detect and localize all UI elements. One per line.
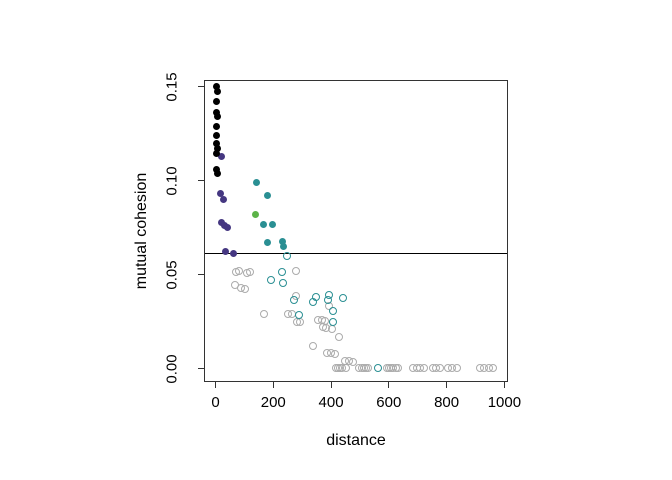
data-point-teal-filled: [263, 239, 271, 247]
data-point-gray-open: [331, 349, 340, 358]
data-point-gray-open: [292, 267, 301, 276]
data-point-purple-filled: [217, 152, 225, 160]
data-point-black-filled: [213, 109, 221, 117]
y-tick-mark: [198, 274, 204, 275]
data-point-black-filled: [213, 113, 221, 121]
data-point-teal-open: [325, 290, 334, 299]
plot-area-frame: [204, 80, 508, 382]
data-point-purple-filled: [219, 195, 227, 203]
x-tick-label: 200: [260, 394, 286, 411]
data-point-teal-open: [279, 278, 288, 287]
data-point-green-filled: [252, 211, 260, 219]
y-axis-label: mutual cohesion: [133, 172, 150, 290]
x-tick-mark: [215, 382, 216, 388]
y-tick-label: 0.05: [163, 259, 181, 290]
data-point-teal-filled: [269, 220, 277, 228]
data-point-gray-open: [328, 325, 337, 334]
data-point-black-filled: [213, 88, 221, 96]
x-tick-label: 400: [318, 394, 344, 411]
data-point-purple-filled: [222, 248, 230, 256]
data-point-teal-open: [328, 317, 337, 326]
data-point-teal-open: [312, 293, 321, 302]
y-tick-mark: [198, 368, 204, 369]
x-tick-mark: [503, 382, 505, 388]
data-point-gray-open: [259, 309, 268, 318]
data-point-purple-filled: [229, 249, 237, 257]
y-tick-mark: [198, 180, 204, 181]
data-point-teal-open: [277, 267, 286, 276]
data-point-black-filled: [213, 165, 221, 173]
data-point-teal-filled: [253, 178, 261, 186]
x-tick-label: 1000: [487, 394, 522, 411]
data-point-teal-open: [373, 363, 382, 372]
data-point-gray-open: [342, 363, 351, 372]
data-point-gray-open: [287, 309, 296, 318]
threshold-line: [205, 252, 507, 254]
y-tick-label: 0.10: [163, 165, 181, 196]
data-point-teal-open: [267, 276, 276, 285]
data-point-gray-open: [489, 363, 498, 372]
data-point-gray-open: [364, 363, 373, 372]
data-point-purple-filled: [223, 224, 231, 232]
data-point-gray-open: [245, 268, 254, 277]
x-tick-mark: [272, 382, 274, 388]
data-point-gray-open: [334, 333, 343, 342]
data-point-teal-open: [329, 307, 338, 316]
data-point-gray-open: [453, 363, 461, 372]
data-point-black-filled: [213, 139, 221, 147]
y-tick-label: 0.00: [163, 353, 181, 384]
data-point-gray-open: [309, 341, 318, 350]
x-tick-mark: [388, 382, 390, 388]
data-point-teal-open: [338, 294, 347, 302]
data-point-purple-filled: [216, 190, 224, 198]
x-tick-mark: [446, 382, 448, 388]
data-point-teal-filled: [280, 243, 288, 251]
data-point-black-filled: [213, 122, 221, 130]
data-point-gray-open: [234, 267, 243, 276]
data-point-gray-open: [419, 363, 428, 372]
data-point-black-filled: [213, 83, 221, 90]
data-point-gray-open: [394, 363, 403, 372]
data-point-teal-filled: [263, 192, 271, 200]
data-point-teal-open: [295, 311, 304, 320]
y-tick-label: 0.15: [163, 71, 181, 102]
x-axis-label: distance: [326, 432, 386, 449]
x-tick-label: 0: [211, 394, 220, 411]
y-tick-mark: [198, 86, 204, 87]
data-point-black-filled: [213, 145, 221, 153]
data-point-gray-open: [241, 284, 250, 293]
data-point-black-filled: [213, 150, 221, 158]
data-point-black-filled: [213, 169, 221, 177]
data-point-black-filled: [213, 132, 221, 140]
data-point-teal-filled: [279, 238, 287, 246]
data-point-teal-open: [290, 295, 299, 304]
data-point-gray-open: [435, 363, 444, 372]
data-point-gray-open: [349, 357, 357, 366]
data-point-teal-filled: [259, 221, 267, 229]
x-tick-label: 800: [434, 394, 460, 411]
data-point-teal-open: [282, 251, 291, 260]
data-point-black-filled: [213, 97, 221, 105]
x-tick-label: 600: [376, 394, 402, 411]
x-tick-mark: [330, 382, 332, 388]
